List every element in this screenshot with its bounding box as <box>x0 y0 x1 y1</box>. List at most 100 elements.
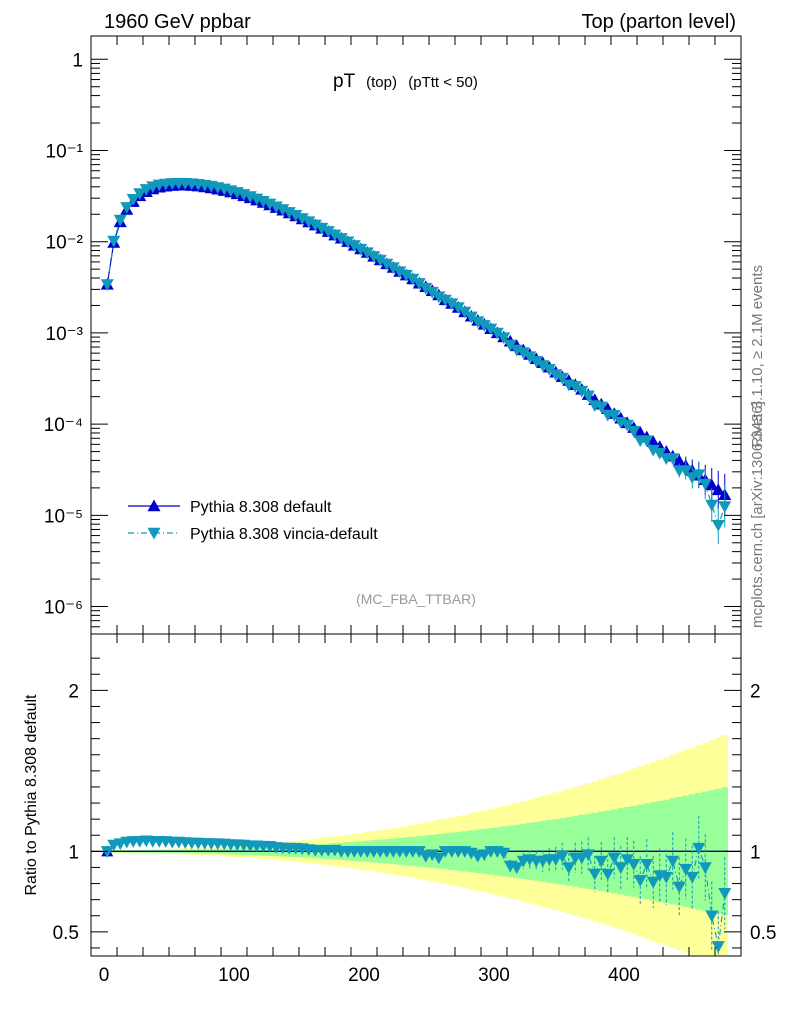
ratio-point-vincia <box>464 847 478 860</box>
data-point-vincia <box>302 216 316 229</box>
ratio-point-vincia <box>614 862 628 874</box>
ratio-y-tick-label-right: 0.5 <box>750 923 776 944</box>
data-point-vincia <box>373 254 387 267</box>
ratio-point-vincia <box>477 849 491 862</box>
ratio-y-tick-label: 0.5 <box>53 923 79 944</box>
data-point-vincia <box>282 207 296 219</box>
legend-marker <box>147 499 161 512</box>
ratio-point-vincia <box>601 868 615 881</box>
ratio-point-vincia <box>679 863 693 876</box>
x-tick-label: 100 <box>218 965 250 986</box>
data-point-vincia <box>432 291 446 304</box>
data-point-vincia <box>321 226 335 238</box>
data-point-vincia <box>100 279 114 291</box>
ratio-point-vincia <box>432 852 446 865</box>
data-point-vincia <box>549 369 563 381</box>
data-point-pythia <box>633 425 647 438</box>
ratio-point-vincia <box>425 849 439 862</box>
data-point-vincia <box>107 235 121 248</box>
y-tick-label: 10⁻⁵ <box>44 506 83 527</box>
legend: Pythia 8.308 default Pythia 8.308 vincia-… <box>128 499 378 543</box>
data-point-vincia <box>653 447 667 460</box>
y-tick-label: 10⁻⁴ <box>44 415 83 436</box>
data-point-vincia <box>445 298 459 311</box>
data-point-vincia <box>412 278 426 290</box>
data-point-vincia <box>458 306 472 319</box>
rivet-label: Rivet 3.1.10, ≥ 2.1M events <box>749 265 766 448</box>
ratio-point-vincia <box>594 855 608 868</box>
title: pT (top) (pTtt < 50) <box>333 71 478 92</box>
data-point-vincia <box>354 243 368 256</box>
data-point-vincia <box>341 236 355 249</box>
ratio-point-vincia <box>607 852 621 865</box>
ratio-point-vincia <box>646 876 660 889</box>
ratio-point-vincia <box>100 846 114 858</box>
ratio-point-vincia <box>627 859 641 871</box>
legend-label: Pythia 8.308 vincia-default <box>190 526 378 543</box>
ratio-point-vincia <box>633 875 647 887</box>
data-point-vincia <box>698 478 712 491</box>
ratio-point-vincia <box>718 888 732 900</box>
svg-text:pT (top) (pTtt: pT (top) (pTtt < 50) <box>333 71 478 92</box>
data-point-vincia <box>464 311 478 324</box>
data-point-vincia <box>542 364 556 376</box>
ratio-point-vincia <box>510 862 524 874</box>
data-point-vincia <box>484 323 498 336</box>
data-point-vincia <box>367 251 381 263</box>
data-point-vincia <box>529 355 543 368</box>
data-point-vincia <box>471 316 485 329</box>
ratio-point-vincia <box>698 862 712 874</box>
y-tick-label: 10⁻¹ <box>46 141 84 162</box>
data-point-vincia <box>523 351 537 364</box>
data-point-vincia <box>334 233 348 245</box>
data-point-vincia <box>113 214 127 227</box>
header-right: Top (parton level) <box>581 11 736 33</box>
data-point-pythia <box>711 483 725 496</box>
data-point-vincia <box>679 465 693 478</box>
data-point-vincia <box>133 188 147 200</box>
data-point-vincia <box>705 499 719 512</box>
series-line-pythia <box>106 184 726 496</box>
data-point-vincia <box>308 219 322 232</box>
data-point-vincia <box>438 294 452 307</box>
ratio-y-tick-label-right: 1 <box>750 842 761 863</box>
ratio-point-vincia <box>581 849 595 862</box>
data-point-vincia <box>692 469 706 482</box>
title-main: pT <box>333 71 356 92</box>
main-panel: 1 10⁻¹ 10⁻² 10⁻³ 10⁻⁴ 10⁻⁵ 10⁻⁶ pT (top) (pTtt… <box>44 35 742 635</box>
ratio-point-vincia <box>705 910 719 923</box>
data-point-vincia <box>718 501 732 513</box>
ratio-point-vincia <box>640 859 654 871</box>
data-point-vincia <box>555 372 569 385</box>
data-point-vincia <box>419 282 433 295</box>
ratio-point-vincia <box>588 868 602 881</box>
x-tick-label: 0 <box>99 965 110 986</box>
data-point-vincia <box>328 229 342 242</box>
data-point-vincia <box>666 453 680 465</box>
ratio-point-vincia <box>620 854 634 866</box>
ratio-point-vincia <box>549 854 563 866</box>
ratio-point-vincia <box>412 846 426 858</box>
data-point-vincia <box>581 390 595 403</box>
series-line-vincia <box>106 182 726 528</box>
data-point-vincia <box>477 320 491 332</box>
y-tick-label: 10⁻³ <box>46 324 84 345</box>
ratio-point-vincia <box>685 871 699 884</box>
ratio-point-vincia <box>497 847 511 860</box>
ratio-y-tick-label: 2 <box>68 681 79 702</box>
ratio-y-axis-label: Ratio to Pythia 8.308 default <box>23 694 40 896</box>
data-point-vincia <box>497 332 511 345</box>
legend-marker <box>147 527 161 540</box>
legend-label: Pythia 8.308 default <box>190 499 332 516</box>
y-tick-label: 10⁻⁶ <box>44 598 83 619</box>
ratio-point-vincia <box>562 862 576 874</box>
data-point-vincia <box>347 240 361 252</box>
ratio-point-vincia <box>575 852 589 865</box>
ratio-point-vincia <box>666 855 680 868</box>
data-point-vincia <box>627 425 641 438</box>
data-point-vincia <box>295 213 309 225</box>
data-point-vincia <box>711 519 725 532</box>
data-point-vincia <box>360 247 374 260</box>
mcplots-label: mcplots.cern.ch [arXiv:1306.3436] <box>749 401 766 628</box>
x-tick-label: 400 <box>608 965 640 986</box>
